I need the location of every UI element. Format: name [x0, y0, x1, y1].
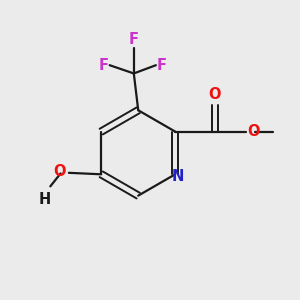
Text: O: O — [209, 87, 221, 102]
Text: H: H — [38, 192, 50, 207]
Text: N: N — [171, 169, 184, 184]
Text: F: F — [98, 58, 109, 73]
Text: O: O — [53, 164, 65, 179]
Text: F: F — [129, 32, 139, 46]
Text: O: O — [247, 124, 260, 139]
Text: F: F — [157, 58, 167, 73]
